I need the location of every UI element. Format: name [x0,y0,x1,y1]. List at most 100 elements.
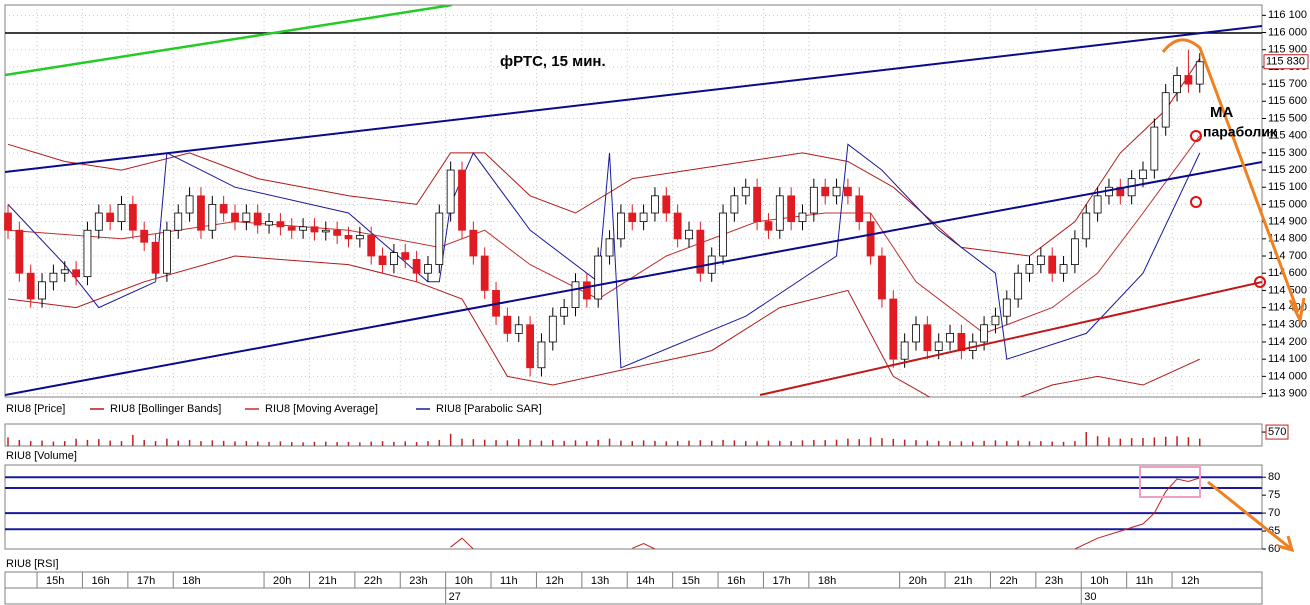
x-tick-label: 17h [137,575,155,587]
candle-body [276,221,285,228]
trend-line [5,25,1262,173]
volume-pane [4,423,1263,447]
candle-body [321,229,330,233]
candle-body [38,281,46,300]
y-tick-label: 114 600 [1268,267,1307,279]
highlight-box [1139,466,1201,498]
volume-bar [256,441,259,446]
x-tick-label: 18h [818,575,836,587]
candle-body [446,169,455,214]
volume-bar [1164,436,1167,446]
volume-bar [449,433,452,446]
y-tick-label: 115 200 [1268,164,1307,176]
candle-body [673,212,682,240]
y-tick-label: 60 [1268,543,1280,555]
volume-bar [620,440,622,446]
chart-title: фРТС, 15 мин. [500,53,606,70]
volume-bar [313,441,316,446]
y-tick-label: 114 900 [1268,216,1307,228]
volume-bar [438,439,441,446]
y-tick-label: 116 100 [1268,9,1307,21]
volume-bar [1051,441,1053,446]
tick-label-box [1265,424,1289,440]
volume-bar [1017,440,1019,446]
x-tick-label: 10h [455,575,473,587]
volume-bar [325,441,327,446]
candle-body [844,186,852,197]
volume-bar [347,441,350,446]
y-tick-label: 115 700 [1268,78,1307,90]
y-tick-label: 115 300 [1268,147,1307,159]
candle-body [685,229,693,240]
candle-body [1082,212,1091,240]
candle-body [1195,61,1204,85]
volume-bar [177,440,179,446]
y-tick-label: 116 000 [1268,26,1307,38]
volume-bar [994,440,997,446]
y-tick-label: 114 300 [1268,319,1307,331]
volume-bar [563,440,565,446]
volume-bar [813,439,815,446]
date-label: 27 [449,591,461,603]
candle-body [333,229,342,236]
x-tick-label: 22h [999,575,1017,587]
candle-body [582,281,591,300]
volume-bar [302,442,304,446]
x-tick-label: 22h [364,575,382,587]
candle-body [651,195,659,214]
volume-bar [733,440,736,446]
candle-body [1036,255,1045,266]
volume-bar [903,439,906,446]
volume-bar [166,438,168,446]
volume-bar [461,438,463,446]
candle-body [1173,75,1181,94]
volume-bar [1199,438,1201,446]
candle-body [1048,255,1057,274]
candle-body [821,186,830,197]
volume-bar [847,438,849,446]
candle-body [197,195,205,231]
volume-bar [1006,441,1008,446]
candle-body [548,315,557,343]
x-tick-label: 23h [409,575,427,587]
candle-body [480,255,489,291]
volume-bar [415,442,418,446]
candle-body [809,186,818,214]
candle-body [753,186,761,223]
candle-body [889,298,898,360]
candle-body [1184,75,1193,85]
candle-body [185,195,194,214]
candle-body [741,186,750,197]
y-tick-label: 115 400 [1268,130,1307,142]
x-tick-label: 16h [91,575,109,587]
volume-bar [983,440,985,446]
candle-body [367,234,376,257]
last-price-box [1263,54,1309,70]
indicator-line [7,135,1201,334]
trend-line [5,5,453,77]
volume-bar [869,437,872,446]
x-tick-label: 10h [1090,575,1108,587]
candle-body [526,324,534,369]
candle-body [424,264,432,274]
volume-bar [960,441,963,446]
volume-bar [779,440,781,446]
volume-bar [18,439,21,446]
volume-bar [245,441,248,446]
indicator-line [7,255,1201,397]
y-tick-label: 115 500 [1268,112,1307,124]
candle-body [1093,195,1102,214]
volume-bar [790,441,792,446]
volume-bar [1119,438,1122,446]
volume-bar [972,441,974,446]
candle-body [128,204,137,231]
volume-bar [1096,436,1099,446]
candle-body [253,212,262,226]
volume-bar [949,441,951,446]
candle-body [934,341,943,351]
x-tick-label: 20h [909,575,927,587]
volume-bar [665,441,668,446]
candle-body [49,272,58,283]
candle-body [4,212,12,231]
